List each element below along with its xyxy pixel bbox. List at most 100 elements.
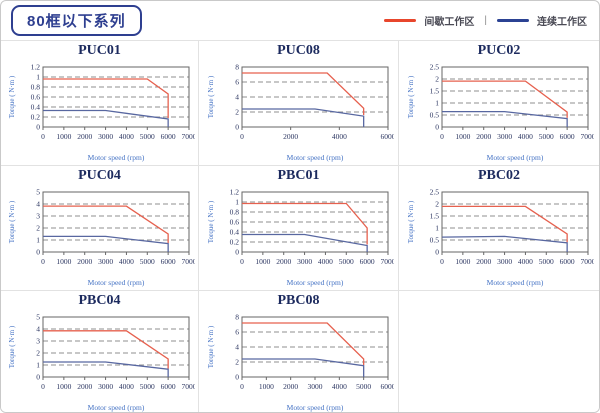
svg-text:4000: 4000 [118,257,133,266]
svg-text:4000: 4000 [331,382,346,391]
svg-text:0: 0 [240,382,244,391]
svg-text:Torque ( N·m ): Torque ( N·m ) [8,325,16,368]
svg-text:4: 4 [235,343,239,352]
svg-text:6: 6 [235,328,239,337]
svg-text:2.5: 2.5 [430,188,440,197]
svg-text:1.5: 1.5 [430,212,440,221]
svg-text:Torque ( N·m ): Torque ( N·m ) [407,75,415,118]
svg-text:Motor speed (rpm): Motor speed (rpm) [487,153,544,162]
svg-text:0.5: 0.5 [430,236,440,245]
svg-text:2000: 2000 [283,132,298,141]
svg-text:8: 8 [235,63,239,72]
svg-text:3: 3 [36,337,40,346]
svg-text:0: 0 [440,132,444,141]
svg-text:5: 5 [36,188,40,197]
svg-text:6000: 6000 [160,257,175,266]
svg-text:2: 2 [435,200,439,209]
svg-text:4000: 4000 [317,257,332,266]
chart-title: PBC01 [277,168,320,183]
svg-text:0: 0 [36,248,40,257]
svg-text:1.2: 1.2 [30,63,40,72]
svg-text:Motor speed (rpm): Motor speed (rpm) [286,153,343,162]
svg-text:Torque ( N·m ): Torque ( N·m ) [207,200,215,243]
chart-title: PBC04 [78,293,121,308]
svg-text:Motor speed (rpm): Motor speed (rpm) [87,403,144,412]
svg-text:2000: 2000 [77,382,92,391]
svg-text:0: 0 [41,257,45,266]
svg-text:0: 0 [435,248,439,257]
svg-text:3000: 3000 [98,382,113,391]
svg-text:0: 0 [240,132,244,141]
svg-text:0: 0 [235,123,239,132]
torque-speed-plot: 0 1000 2000 3000 4000 5000 6000 0 2 4 6 8 Motor spee… [207,313,394,413]
svg-text:0: 0 [435,123,439,132]
svg-text:7000: 7000 [181,132,195,141]
svg-text:1: 1 [435,99,439,108]
torque-speed-plot: 0 1000 2000 3000 4000 5000 6000 7000 0 1 2 3 4 5 Motor… [8,188,195,288]
svg-text:0.4: 0.4 [229,228,239,237]
chart-title: PBC08 [277,293,320,308]
svg-text:1000: 1000 [56,382,71,391]
svg-text:1.2: 1.2 [229,188,239,197]
torque-speed-plot: 0 1000 2000 3000 4000 5000 6000 7000 0 0.5 1 1.5 2 2.… [407,63,595,163]
chart-title: PUC04 [78,168,121,183]
svg-text:Torque ( N·m ): Torque ( N·m ) [8,200,16,243]
svg-text:Torque ( N·m ): Torque ( N·m ) [207,75,215,118]
svg-text:0: 0 [41,382,45,391]
svg-text:4: 4 [36,325,40,334]
legend-label-continuous: 连续工作区 [537,17,587,28]
svg-text:2.5: 2.5 [430,63,440,72]
svg-text:6000: 6000 [359,257,374,266]
svg-text:7000: 7000 [581,257,595,266]
svg-text:4000: 4000 [331,132,346,141]
svg-text:6: 6 [235,78,239,87]
svg-text:3000: 3000 [297,257,312,266]
svg-text:0.8: 0.8 [229,208,239,217]
svg-text:6000: 6000 [560,257,575,266]
svg-text:5000: 5000 [356,382,371,391]
svg-text:1000: 1000 [455,257,470,266]
svg-text:5000: 5000 [338,257,353,266]
svg-text:1: 1 [36,236,40,245]
svg-text:Motor speed (rpm): Motor speed (rpm) [487,278,544,287]
svg-text:3000: 3000 [497,257,512,266]
svg-text:4: 4 [36,200,40,209]
svg-text:0: 0 [235,373,239,382]
chart-title: PUC08 [277,43,320,58]
svg-text:1000: 1000 [56,257,71,266]
svg-text:1000: 1000 [455,132,470,141]
chart-cell-puc01: PUC01 0 1000 2000 3000 4000 5000 6000 7000 0 0.2 0… [1,41,199,166]
continuous-zone-line-icon [497,19,529,22]
svg-text:4000: 4000 [118,382,133,391]
svg-text:2000: 2000 [77,132,92,141]
chart-cell-pbc04: PBC04 0 1000 2000 3000 4000 5000 6000 7000 0 1 2 3 4… [1,291,199,412]
svg-text:5000: 5000 [539,132,554,141]
svg-text:2: 2 [36,349,40,358]
chart-title: PUC02 [477,43,521,58]
svg-text:1.5: 1.5 [430,87,440,96]
empty-cell [399,291,599,412]
svg-text:Motor speed (rpm): Motor speed (rpm) [286,278,343,287]
svg-text:7000: 7000 [581,132,595,141]
svg-text:5000: 5000 [139,382,154,391]
svg-text:0.2: 0.2 [30,113,40,122]
svg-text:1: 1 [36,361,40,370]
legend-label-intermittent: 间歇工作区 [424,17,475,28]
svg-text:4000: 4000 [518,257,533,266]
svg-text:5: 5 [36,313,40,322]
svg-text:7000: 7000 [181,257,195,266]
svg-text:2: 2 [435,75,439,84]
svg-text:2: 2 [235,358,239,367]
svg-text:Torque ( N·m ): Torque ( N·m ) [407,200,415,243]
chart-cell-puc04: PUC04 0 1000 2000 3000 4000 5000 6000 7000 0 1 2 3 4… [1,166,199,291]
svg-text:0.8: 0.8 [30,83,40,92]
svg-text:5000: 5000 [539,257,554,266]
chart-title: PUC01 [78,43,121,58]
svg-text:0.6: 0.6 [30,93,40,102]
svg-text:0: 0 [440,257,444,266]
svg-text:2000: 2000 [476,257,491,266]
svg-text:2000: 2000 [283,382,298,391]
svg-text:1: 1 [235,198,239,207]
svg-text:1: 1 [36,73,40,82]
svg-text:5000: 5000 [139,132,154,141]
